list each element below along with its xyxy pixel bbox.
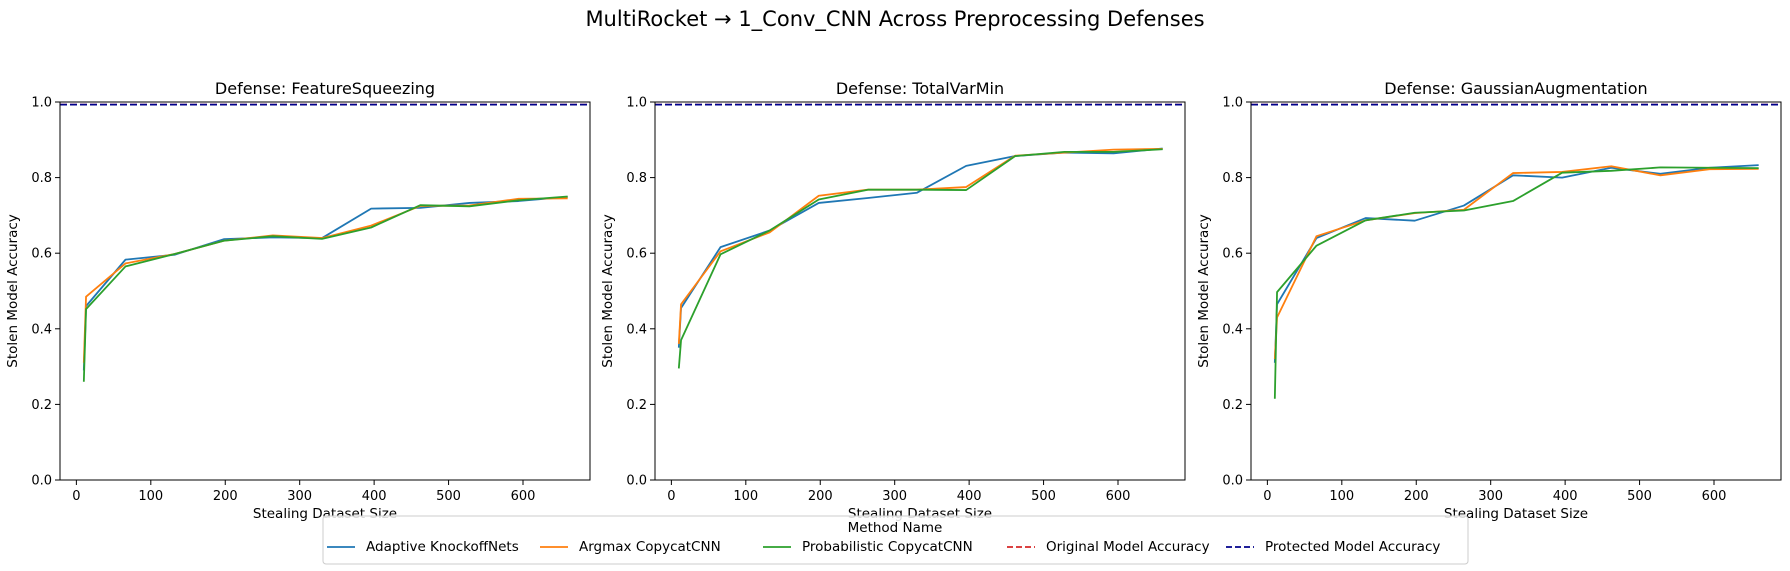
plot-frame <box>654 101 1186 481</box>
y-tick-label: 0.0 <box>1222 474 1243 489</box>
panels: Defense: FeatureSqueezing 0 100 200 300 400 50… <box>5 79 1782 522</box>
x-tick-label: 600 <box>1106 489 1131 504</box>
series-line-argmax-copycatcnn <box>82 197 568 363</box>
x-tick-label: 600 <box>511 489 536 504</box>
plot-area <box>60 103 590 382</box>
y-tick-label: 0.2 <box>31 398 52 413</box>
y-tick-label: 0.8 <box>626 171 647 186</box>
legend-label: Protected Model Accuracy <box>1265 539 1440 555</box>
y-tick-label: 0.4 <box>31 322 52 337</box>
x-tick-label: 100 <box>138 489 163 504</box>
legend-label: Adaptive KnockoffNets <box>366 539 519 555</box>
y-axis-label: Stolen Model Accuracy <box>5 214 21 367</box>
panel-1: Defense: FeatureSqueezing 0 100 200 300 400 50… <box>5 79 591 522</box>
y-tick-label: 0.4 <box>1222 322 1243 337</box>
legend: Method Name Adaptive KnockoffNets Argmax C… <box>322 515 1469 565</box>
series-line-adaptive-knockoffnets <box>677 147 1163 348</box>
y-tick-label: 0.2 <box>1222 398 1243 413</box>
y-tick-label: 1.0 <box>1222 96 1243 111</box>
plot-frame <box>1250 101 1782 481</box>
y-tick-label: 0.0 <box>31 474 52 489</box>
x-tick-label: 400 <box>362 489 387 504</box>
panel-title: Defense: GaussianAugmentation <box>1384 79 1647 98</box>
x-tick-label: 400 <box>1553 489 1578 504</box>
y-tick-label: 0.0 <box>626 474 647 489</box>
x-tick-label: 0 <box>667 489 675 504</box>
legend-label: Original Model Accuracy <box>1046 539 1210 555</box>
series-line-probabilistic-copycatcnn <box>1273 166 1759 399</box>
y-tick-label: 0.8 <box>1222 171 1243 186</box>
series-line-adaptive-knockoffnets <box>1273 164 1759 363</box>
series-line-probabilistic-copycatcnn <box>82 195 568 382</box>
legend-title: Method Name <box>848 520 943 536</box>
x-tick-label: 0 <box>1263 489 1271 504</box>
series-line-adaptive-knockoffnets <box>82 195 568 371</box>
x-tick-label: 400 <box>957 489 982 504</box>
x-tick-label: 500 <box>436 489 461 504</box>
panel-2: Defense: TotalVarMin 0 100 200 300 400 500 600 0… <box>600 79 1186 522</box>
y-tick-label: 0.6 <box>31 247 52 262</box>
plot-area <box>655 103 1185 369</box>
figure-title: MultiRocket → 1_Conv_CNN Across Preproce… <box>585 7 1204 32</box>
y-axis-label: Stolen Model Accuracy <box>600 214 616 367</box>
series-line-probabilistic-copycatcnn <box>677 148 1163 369</box>
legend-label: Probabilistic CopycatCNN <box>802 539 973 555</box>
y-tick-label: 0.6 <box>1222 247 1243 262</box>
x-tick-label: 100 <box>1329 489 1354 504</box>
series-line-argmax-copycatcnn <box>1273 165 1759 360</box>
x-tick-label: 300 <box>287 489 312 504</box>
y-tick-label: 0.2 <box>626 398 647 413</box>
x-tick-label: 200 <box>808 489 833 504</box>
legend-label: Argmax CopycatCNN <box>579 539 721 555</box>
series-line-argmax-copycatcnn <box>677 147 1163 344</box>
y-tick-label: 1.0 <box>31 96 52 111</box>
x-tick-label: 100 <box>733 489 758 504</box>
y-tick-label: 0.8 <box>31 171 52 186</box>
x-tick-label: 300 <box>1478 489 1503 504</box>
panel-title: Defense: TotalVarMin <box>836 79 1004 98</box>
x-tick-label: 500 <box>1627 489 1652 504</box>
panel-title: Defense: FeatureSqueezing <box>215 79 435 98</box>
x-tick-label: 200 <box>1404 489 1429 504</box>
y-tick-label: 0.4 <box>626 322 647 337</box>
x-tick-label: 300 <box>882 489 907 504</box>
panel-3: Defense: GaussianAugmentation 0 100 200 300 4… <box>1196 79 1782 522</box>
plot-area <box>1251 103 1781 399</box>
x-axis-label: Stealing Dataset Size <box>1444 506 1588 522</box>
y-axis-label: Stolen Model Accuracy <box>1196 214 1212 367</box>
x-tick-label: 0 <box>72 489 80 504</box>
x-tick-label: 600 <box>1702 489 1727 504</box>
y-tick-label: 1.0 <box>626 96 647 111</box>
x-tick-label: 500 <box>1031 489 1056 504</box>
legend-box <box>322 515 1469 565</box>
plot-frame <box>59 101 591 481</box>
x-tick-label: 200 <box>213 489 238 504</box>
y-tick-label: 0.6 <box>626 247 647 262</box>
